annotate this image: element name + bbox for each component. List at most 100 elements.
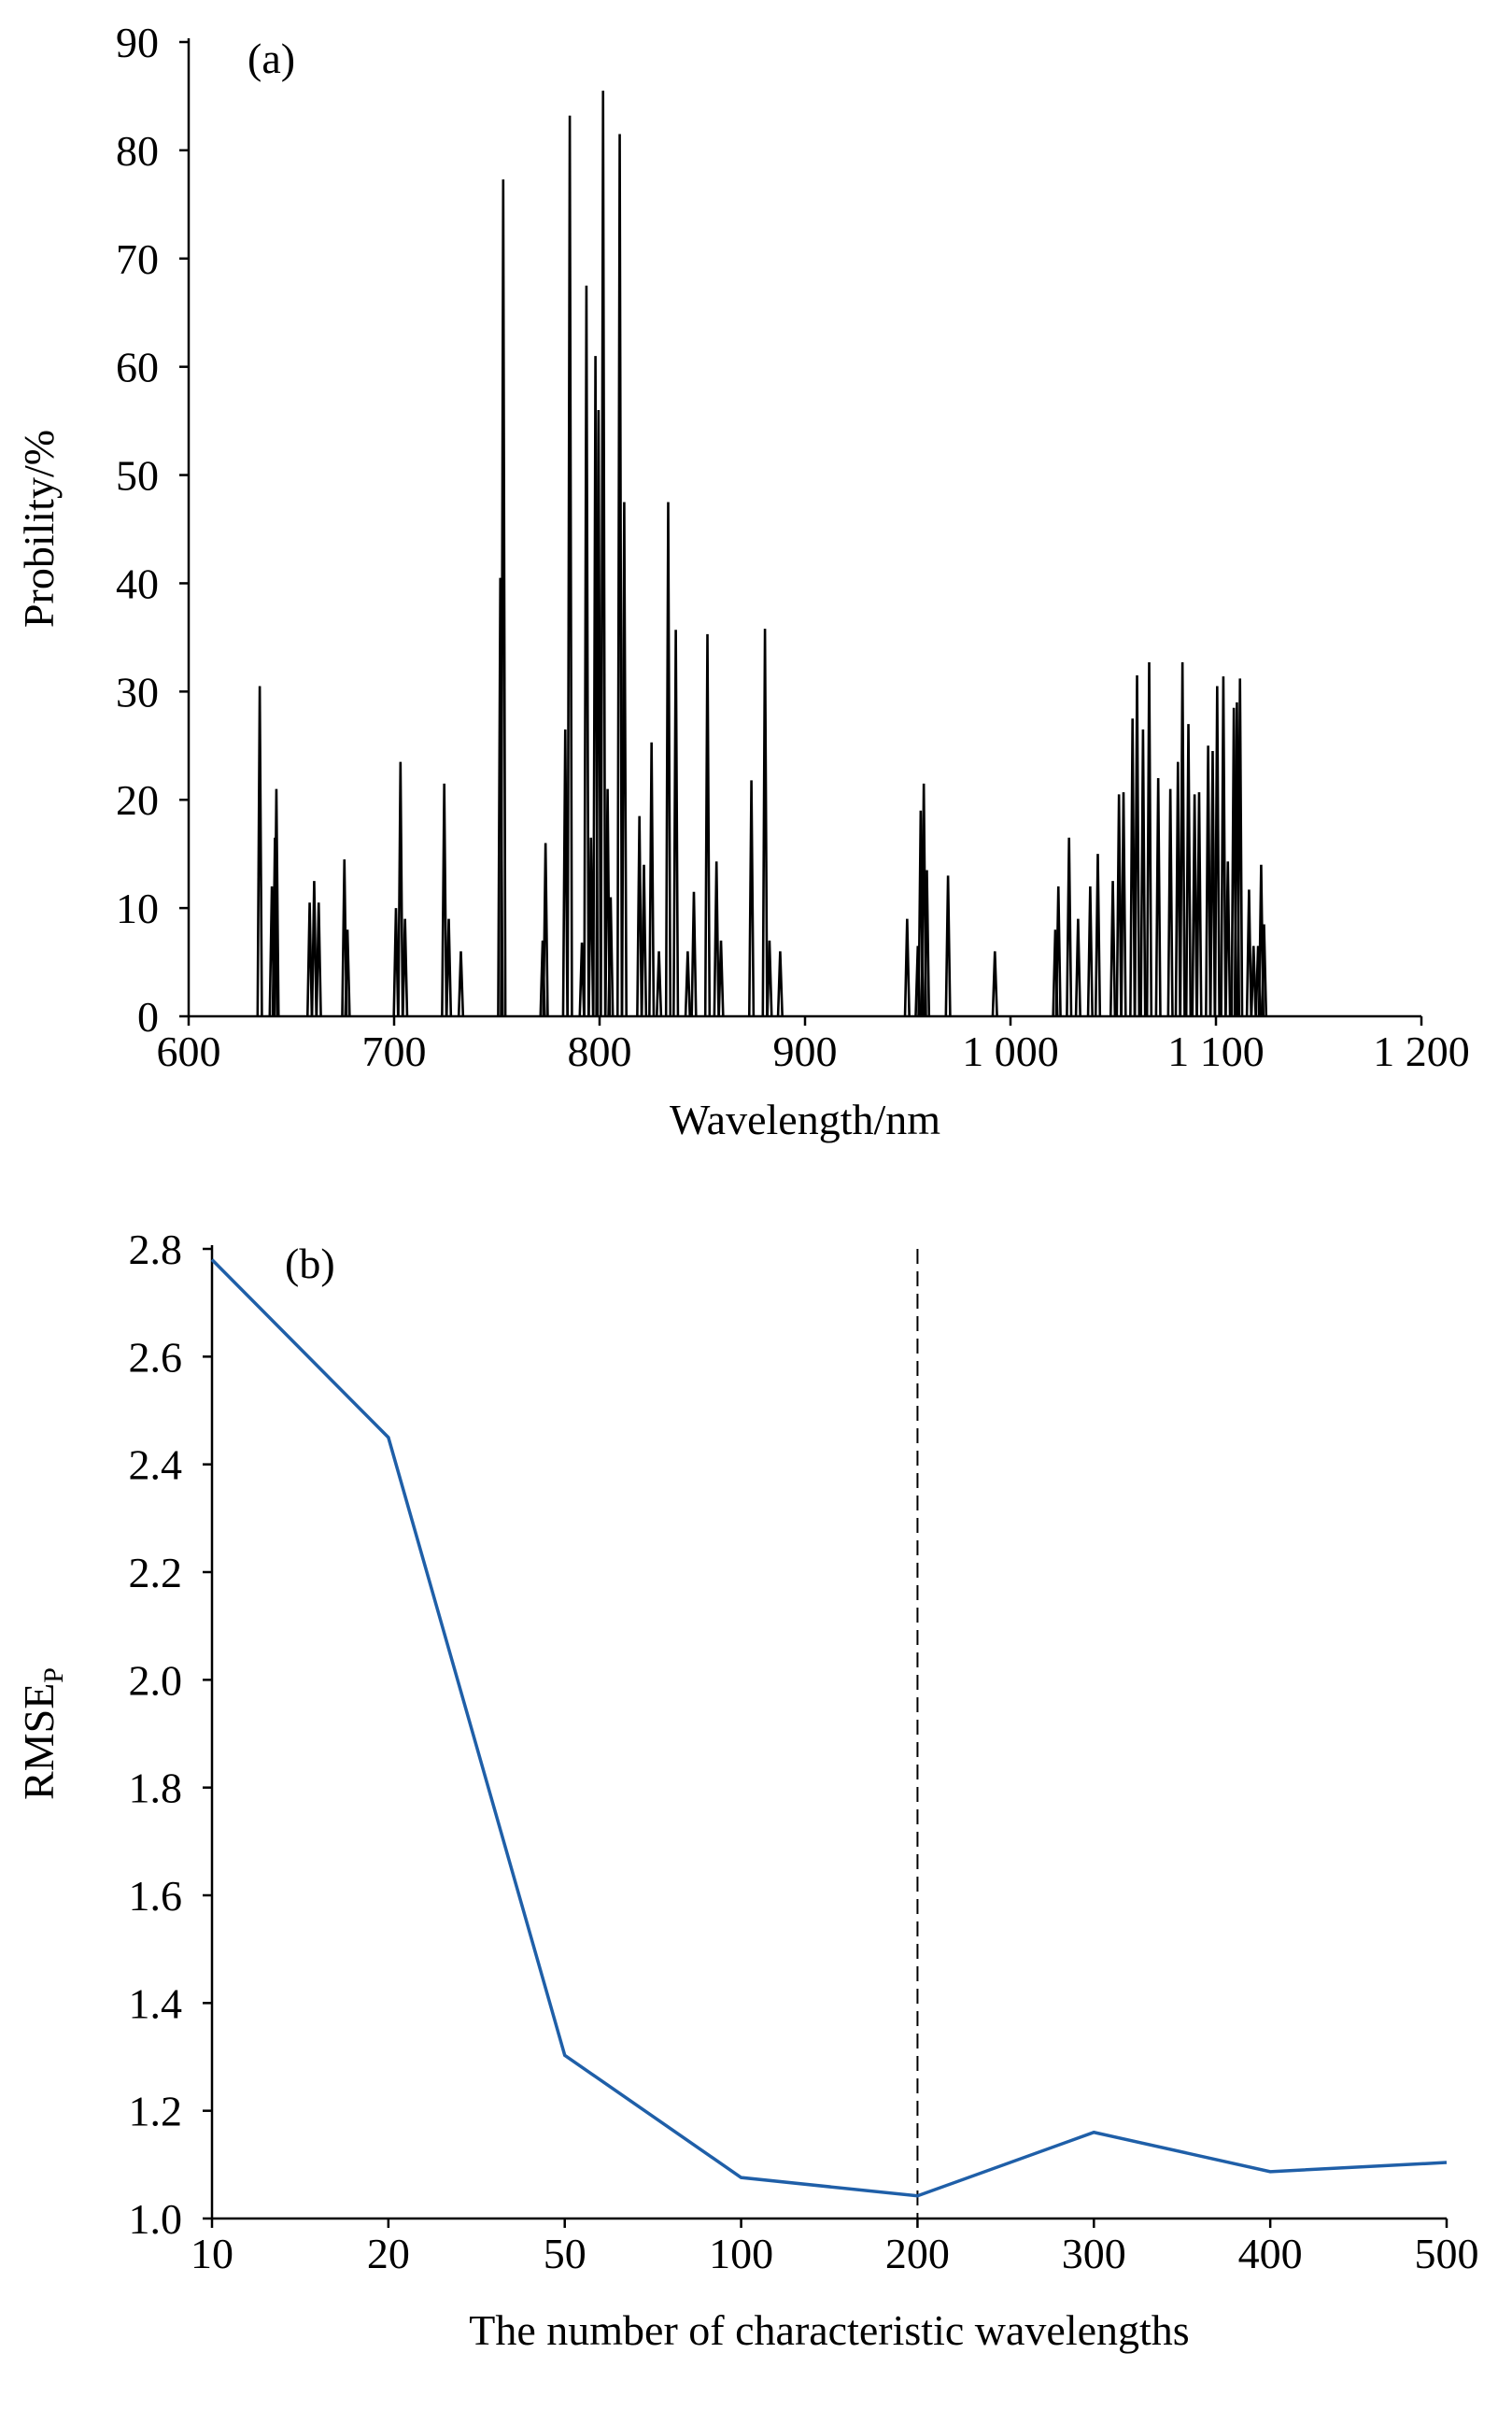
x-tick-label: 50 (544, 2230, 586, 2277)
spike (655, 951, 663, 1017)
spike (703, 633, 712, 1017)
spike (1115, 794, 1123, 1017)
x-tick-label: 20 (367, 2230, 410, 2277)
x-tick-label: 600 (157, 1028, 221, 1075)
y-tick-label: 10 (116, 885, 159, 932)
spike (903, 918, 911, 1017)
spike (1074, 918, 1081, 1017)
spike (672, 630, 680, 1017)
spike (640, 864, 648, 1017)
y-tick-label: 80 (116, 127, 159, 175)
spike (1184, 724, 1193, 1017)
x-tick-label: 500 (1415, 2230, 1479, 2277)
spike (1213, 686, 1221, 1017)
spike (1129, 718, 1137, 1017)
spike (402, 918, 409, 1017)
spike (1245, 889, 1253, 1017)
spike (1086, 886, 1094, 1017)
spike (1139, 729, 1147, 1017)
annotation: (a) (247, 35, 295, 82)
y-tick-label: 2.0 (129, 1656, 183, 1704)
spike (1191, 794, 1198, 1017)
spike (636, 815, 643, 1017)
y-tick-label: 50 (116, 452, 159, 500)
spike (392, 908, 400, 1017)
spike (664, 502, 672, 1017)
spike (747, 780, 756, 1017)
spike (1195, 792, 1203, 1017)
spike (305, 902, 314, 1017)
spike (944, 875, 952, 1017)
spike (1120, 792, 1127, 1017)
spike (1224, 861, 1232, 1017)
spike (457, 951, 465, 1017)
spike (1054, 886, 1062, 1017)
y-axis-label: Probility/% (15, 430, 63, 628)
x-axis-label: Wavelength/nm (670, 1096, 940, 1143)
spike (310, 881, 318, 1017)
x-axis-label: The number of characteristic wavelengths (469, 2306, 1189, 2354)
spike (273, 788, 280, 1017)
y-axis-label: RMSEP (15, 1667, 69, 1800)
spike (397, 761, 404, 1017)
spike (1260, 924, 1268, 1017)
y-axis-label-sub: P (38, 1667, 69, 1683)
spike (1179, 662, 1186, 1017)
y-axis-label-main: RMSE (15, 1683, 63, 1800)
spike (595, 410, 602, 1017)
spike (256, 686, 263, 1017)
spike (1109, 881, 1117, 1017)
spike (315, 902, 322, 1017)
y-tick-label: 1.4 (129, 1979, 183, 2027)
x-tick-label: 10 (191, 2230, 233, 2277)
y-tick-label: 2.8 (129, 1226, 183, 1273)
data-line (210, 1258, 1448, 2198)
spike (500, 179, 507, 1017)
x-tick-label: 1 000 (962, 1028, 1059, 1075)
x-tick-label: 800 (568, 1028, 632, 1075)
spike (607, 897, 615, 1017)
y-tick-label: 1.8 (129, 1765, 183, 1812)
y-tick-label: 1.0 (129, 2195, 183, 2243)
y-tick-label: 20 (116, 776, 159, 824)
spike (441, 783, 448, 1017)
y-tick-label: 70 (116, 235, 159, 283)
y-tick-label: 1.6 (129, 1872, 183, 1920)
spike (684, 951, 691, 1017)
spike (690, 891, 698, 1017)
spike (1250, 945, 1257, 1017)
spike (445, 918, 453, 1017)
spike (542, 843, 549, 1017)
spike (991, 951, 998, 1017)
spike (1205, 745, 1212, 1017)
x-tick-label: 200 (885, 2230, 950, 2277)
spike (615, 134, 624, 1017)
spike (713, 861, 720, 1017)
y-tick-label: 40 (116, 560, 159, 607)
y-tick-label: 90 (116, 19, 159, 66)
spike (1094, 854, 1102, 1017)
spike (1208, 751, 1217, 1017)
spike (1133, 674, 1141, 1017)
y-tick-label: 0 (137, 993, 159, 1041)
spike (1154, 778, 1162, 1017)
spike (648, 742, 656, 1017)
x-tick-label: 900 (773, 1028, 838, 1075)
y-tick-label: 60 (116, 344, 159, 391)
spike (1174, 761, 1181, 1017)
spike (344, 929, 351, 1017)
spike (566, 115, 573, 1017)
y-tick-label: 2.4 (129, 1441, 183, 1489)
spike (1166, 788, 1174, 1017)
spike (766, 940, 773, 1017)
spike (923, 870, 931, 1017)
x-tick-label: 1 200 (1373, 1028, 1470, 1075)
spike (1066, 837, 1073, 1017)
x-tick-label: 300 (1062, 2230, 1126, 2277)
x-tick-label: 400 (1238, 2230, 1303, 2277)
y-tick-label: 1.2 (129, 2088, 183, 2135)
spike (1220, 676, 1227, 1017)
spike (583, 285, 590, 1017)
